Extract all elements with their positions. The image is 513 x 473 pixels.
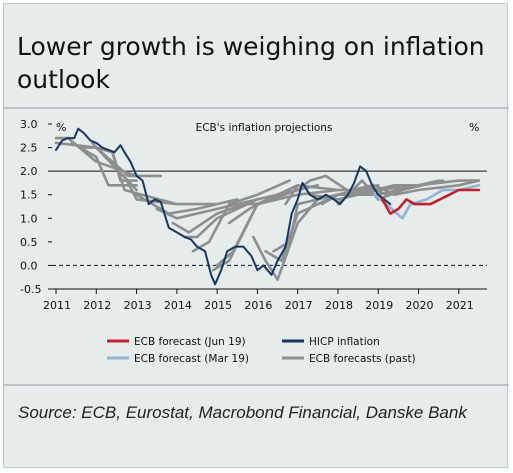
past-series-line [135,193,239,215]
y-tick-label: 3.0 [20,118,38,131]
line-chart: ECB's inflation projections % % 3.0 2.5 2.… [20,118,487,365]
x-tick-label: 2012 [83,299,111,312]
x-tick-label: 2015 [204,299,232,312]
past-series-line [111,151,179,206]
chart-source: Source: ECB, Eurostat, Macrobond Financi… [18,403,467,422]
y-tick-label: -0.5 [20,283,41,296]
legend-label-jun19: ECB forecast (Jun 19) [134,336,246,348]
past-series-line [123,174,219,206]
past-series-line [240,188,340,206]
hicp-series-line [55,127,392,286]
x-tick-label: 2016 [244,299,272,312]
past-series-line [191,179,291,253]
chart-title: Lower growth is weighing on inflation ou… [17,32,485,94]
x-tick-label: 2017 [285,299,313,312]
past-series-line [183,193,279,239]
past-series-line [296,174,420,196]
x-tick-label: 2021 [446,299,474,312]
x-tick-label: 2018 [325,299,353,312]
y-tick-label: 2.0 [20,165,38,178]
title-divider [4,107,509,109]
x-tick-label: 2013 [124,299,152,312]
y-tick-label: 1.5 [20,189,38,202]
past-series-line [91,141,162,178]
series-lines [54,127,481,286]
legend-label-hicp: HICP inflation [309,336,380,348]
x-tick-label: 2014 [164,299,192,312]
y-axis-unit-left: % [56,121,66,134]
past-series-line [155,198,259,220]
y-tick-label: 0.0 [20,259,38,272]
past-series-line [171,198,259,234]
y-axis-unit-right: % [469,121,479,134]
legend-label-mar19: ECB forecast (Mar 19) [134,353,249,365]
source-divider [4,384,509,386]
jun19-series-line [381,188,481,215]
x-tick-label: 2019 [365,299,393,312]
y-tick-label: 1.0 [20,212,38,225]
legend-label-past: ECB forecasts (past) [309,353,416,365]
x-tick-label: 2020 [406,299,434,312]
y-tick-label: 0.5 [20,236,38,249]
y-tick-label: 2.5 [20,142,38,155]
chart-inner-title: ECB's inflation projections [196,122,333,134]
x-tick-label: 2011 [43,299,71,312]
past-series-line [54,141,138,192]
legend: ECB forecast (Jun 19) HICP inflation ECB f… [107,336,416,365]
chart-card: Lower growth is weighing on inflation ou… [3,3,509,468]
past-series-line [364,179,481,196]
